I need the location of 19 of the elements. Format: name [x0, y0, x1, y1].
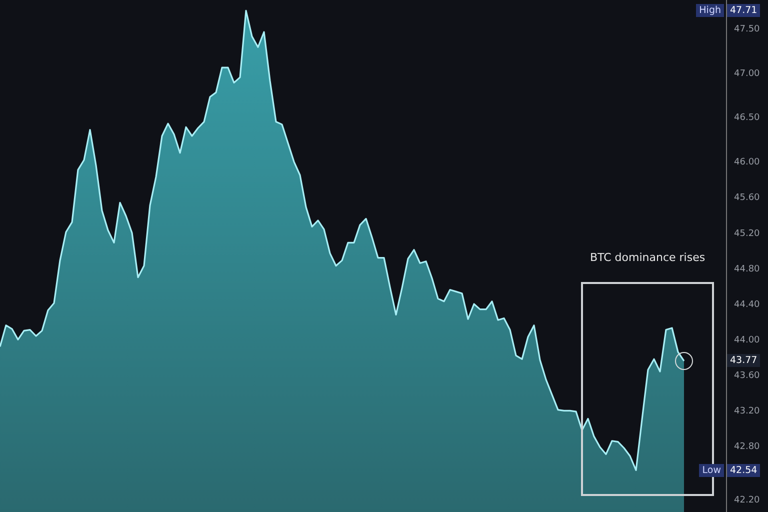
text: 42.54 — [727, 464, 760, 477]
y-tick-label: 44.40 — [734, 300, 760, 310]
y-tick-label: 45.20 — [734, 228, 760, 239]
y-tick-label: 46.00 — [734, 158, 760, 168]
y-tick-label: 45.60 — [734, 193, 760, 204]
text: 43.77 — [727, 354, 760, 368]
y-tick-label: 46.50 — [734, 113, 760, 124]
annotation: BTC dominance rises — [590, 251, 706, 264]
y-tick-label: 43.60 — [734, 371, 760, 381]
y-tick-label: 47.50 — [734, 24, 760, 34]
y-tick-label: 43.20 — [734, 406, 760, 417]
y-tick-label: 47.00 — [734, 68, 760, 79]
y-tick-label: 44.00 — [734, 335, 760, 346]
y-tick-label: 42.80 — [734, 442, 760, 452]
y-tick-label: 44.80 — [734, 264, 760, 274]
text: 47.71 — [727, 4, 760, 18]
text: Low — [699, 464, 724, 477]
y-tick-label: 42.20 — [734, 495, 760, 506]
text: High — [696, 4, 724, 18]
